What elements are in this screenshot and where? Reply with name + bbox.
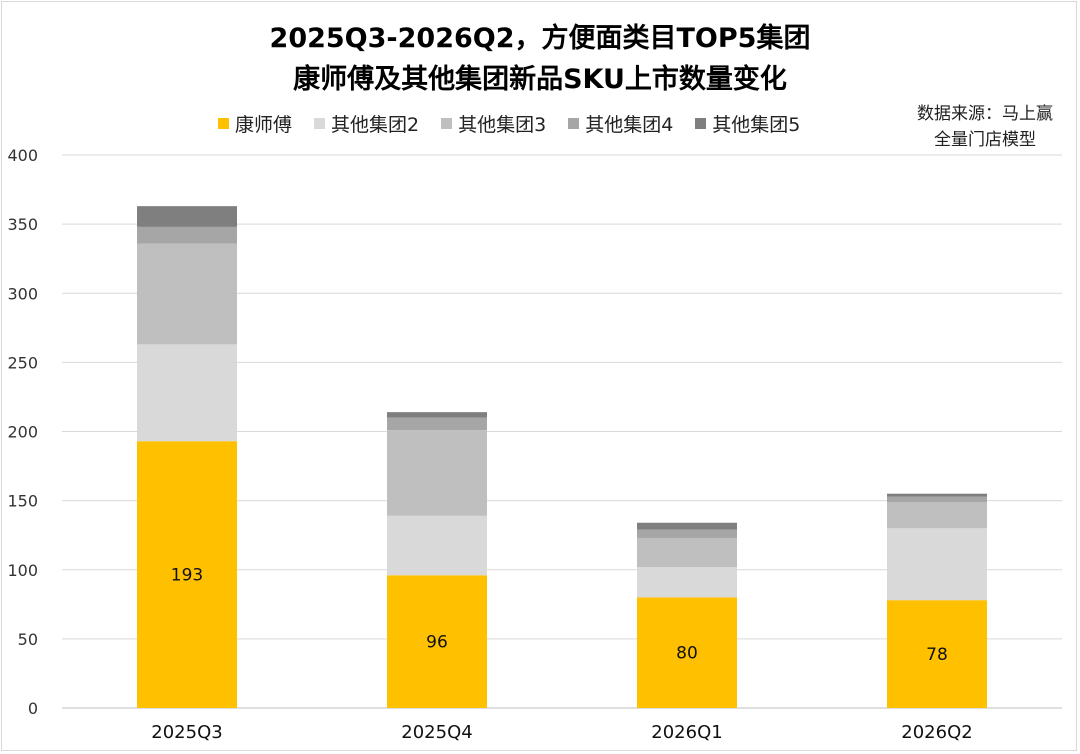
bar-segment-2025Q4-series-1	[387, 515, 487, 576]
bar-segment-2026Q2-series-3	[887, 496, 987, 503]
data-source-note: 数据来源：马上赢 全量门店模型	[905, 101, 1065, 153]
bar-segment-2026Q1-series-2	[637, 537, 737, 567]
bar-segment-2025Q4-series-4	[387, 412, 487, 418]
bar-segment-2026Q1-series-1	[637, 566, 737, 598]
y-tick-label: 400	[7, 146, 38, 165]
legend-label: 康师傅	[235, 113, 293, 136]
bar-segment-2025Q4-series-0	[387, 575, 487, 708]
legend: 康师傅 其他集团2 其他集团3 其他集团4 其他集团5	[218, 110, 800, 136]
bar-segment-2025Q3-series-2	[137, 243, 237, 345]
data-label: 96	[426, 633, 448, 653]
legend-swatch	[568, 117, 580, 129]
bar-segment-2026Q2-series-1	[887, 528, 987, 601]
y-tick-label: 350	[7, 215, 38, 234]
chart-subtitle: 康师傅及其他集团新品SKU上市数量变化	[293, 64, 787, 95]
legend-item-group4: 其他集团4	[568, 110, 673, 137]
bar-segment-2026Q2-series-0	[887, 600, 987, 708]
chart-title: 2025Q3-2026Q2，方便面类目TOP5集团	[269, 23, 811, 54]
bar-segment-2025Q3-series-4	[137, 206, 237, 227]
legend-swatch	[314, 117, 326, 129]
x-tick-label: 2026Q2	[901, 722, 972, 743]
y-tick-label: 200	[7, 423, 38, 442]
y-tick-label: 150	[7, 492, 38, 511]
bar-segment-2025Q3-series-1	[137, 344, 237, 442]
bar-segment-2026Q2-series-4	[887, 493, 987, 497]
data-label: 78	[926, 645, 948, 665]
bar-segment-2026Q1-series-0	[637, 597, 737, 708]
legend-item-group2: 其他集团2	[314, 110, 419, 137]
legend-swatch	[441, 117, 453, 129]
legend-item-kangshifu: 康师傅	[218, 110, 292, 137]
bar-segment-2026Q1-series-3	[637, 529, 737, 538]
bar-segment-2025Q4-series-3	[387, 417, 487, 431]
legend-label: 其他集团3	[458, 113, 547, 136]
legend-item-group5: 其他集团5	[695, 110, 800, 137]
data-label: 193	[171, 566, 203, 586]
y-tick-label: 250	[7, 353, 38, 372]
bar-segment-2026Q2-series-2	[887, 502, 987, 529]
y-tick-label: 50	[18, 630, 38, 649]
bar-segment-2026Q1-series-4	[637, 522, 737, 530]
legend-swatch	[218, 117, 229, 129]
bar-segment-2025Q4-series-2	[387, 430, 487, 516]
x-tick-label: 2025Q3	[151, 722, 222, 743]
x-tick-label: 2026Q1	[651, 722, 722, 743]
data-label: 80	[676, 644, 698, 664]
legend-item-group3: 其他集团3	[441, 110, 546, 137]
bar-segment-2025Q3-series-0	[137, 441, 237, 708]
y-tick-label: 0	[28, 699, 38, 718]
source-line-1: 数据来源：马上赢	[917, 104, 1053, 124]
y-tick-label: 100	[7, 561, 38, 580]
y-tick-label: 300	[7, 284, 38, 303]
legend-label: 其他集团5	[712, 113, 801, 136]
legend-swatch	[695, 117, 707, 129]
source-line-2: 全量门店模型	[934, 130, 1036, 150]
legend-label: 其他集团2	[331, 113, 420, 136]
legend-label: 其他集团4	[585, 113, 674, 136]
x-tick-label: 2025Q4	[401, 722, 472, 743]
bar-segment-2025Q3-series-3	[137, 226, 237, 244]
